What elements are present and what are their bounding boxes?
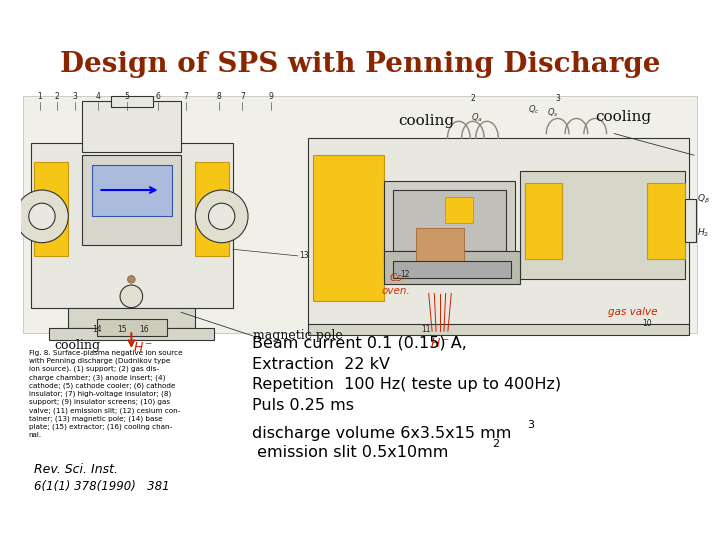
Circle shape (195, 190, 248, 242)
Text: $Q_s$: $Q_s$ (547, 106, 559, 119)
Text: $H_2$: $H_2$ (697, 226, 709, 239)
Text: Cs: Cs (390, 273, 402, 282)
Text: $Q_\beta$: $Q_\beta$ (697, 193, 710, 206)
Text: 1: 1 (37, 92, 42, 100)
Bar (685, 199, 696, 242)
Text: 7: 7 (184, 92, 189, 100)
Text: Rev. Sci. Inst.: Rev. Sci. Inst. (35, 463, 118, 476)
Text: 15: 15 (117, 325, 127, 334)
Text: 3: 3 (528, 420, 534, 430)
Bar (393, 190, 506, 251)
Circle shape (120, 285, 143, 308)
Text: 6(1(1) 378(1990)   381: 6(1(1) 378(1990) 381 (35, 480, 170, 493)
Bar (313, 155, 384, 301)
Text: 2: 2 (55, 92, 59, 100)
Text: 2: 2 (492, 439, 499, 449)
Text: $H^-$: $H^-$ (430, 337, 450, 350)
Text: $Q_a$: $Q_a$ (471, 111, 482, 124)
Bar (647, 184, 685, 259)
Bar (445, 197, 473, 223)
Text: Repetition  100 Hz( teste up to 400Hz): Repetition 100 Hz( teste up to 400Hz) (252, 377, 561, 392)
Text: 3: 3 (73, 92, 77, 100)
Bar (23, 96, 697, 333)
Bar (68, 308, 195, 328)
Circle shape (16, 190, 68, 242)
Bar (50, 328, 214, 340)
Bar (520, 171, 685, 279)
Text: 5: 5 (125, 92, 129, 100)
Bar (111, 96, 153, 107)
Text: Puls 0.25 ms: Puls 0.25 ms (252, 398, 354, 413)
Text: $H^-$: $H^-$ (133, 341, 154, 354)
Text: 14: 14 (91, 325, 102, 334)
Text: 10: 10 (642, 319, 652, 328)
Bar (384, 251, 520, 284)
Text: 9: 9 (268, 92, 273, 100)
Bar (195, 162, 229, 256)
Text: Extraction  22 kV: Extraction 22 kV (252, 356, 390, 372)
Text: discharge volume 6x3.5x15 mm: discharge volume 6x3.5x15 mm (252, 426, 511, 441)
Circle shape (29, 203, 55, 230)
Text: 6: 6 (156, 92, 160, 100)
Bar (308, 138, 689, 327)
Text: 12: 12 (400, 270, 410, 279)
Circle shape (209, 203, 235, 230)
Bar (525, 184, 562, 259)
Text: Beam current 0.1 (0.15) A,: Beam current 0.1 (0.15) A, (252, 336, 467, 351)
Bar (92, 165, 172, 217)
Text: Design of SPS with Penning Discharge: Design of SPS with Penning Discharge (60, 51, 660, 78)
Bar (82, 155, 181, 245)
Circle shape (127, 275, 135, 283)
Text: oven.: oven. (382, 286, 410, 296)
Text: cooling: cooling (595, 110, 652, 124)
Bar (308, 323, 689, 335)
Text: 3: 3 (555, 93, 560, 103)
Bar (393, 261, 510, 278)
Text: $Q_c$: $Q_c$ (528, 104, 540, 116)
Text: 16: 16 (139, 325, 148, 334)
Text: emission slit 0.5x10mm: emission slit 0.5x10mm (252, 445, 448, 460)
Text: 2: 2 (471, 93, 475, 103)
Bar (384, 180, 516, 265)
Text: cooling: cooling (398, 114, 454, 129)
Bar (35, 162, 68, 256)
Bar (416, 228, 464, 265)
Text: 13: 13 (299, 252, 308, 260)
Text: gas valve: gas valve (608, 307, 657, 318)
Text: 11: 11 (421, 325, 431, 334)
Text: cooling: cooling (55, 339, 101, 352)
Text: 4: 4 (96, 92, 101, 100)
Text: 7: 7 (240, 92, 245, 100)
Bar (31, 143, 233, 308)
Bar (82, 100, 181, 152)
Bar (96, 319, 167, 336)
Text: Fig. 8. Surface-plasma negative ion source
with Penning discharge (Dudnikov type: Fig. 8. Surface-plasma negative ion sour… (29, 350, 182, 438)
Text: 8: 8 (217, 92, 221, 100)
Text: magnetic pole: magnetic pole (253, 329, 343, 342)
